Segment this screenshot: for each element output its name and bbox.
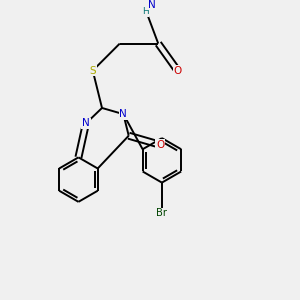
- Text: H: H: [142, 7, 148, 16]
- Text: N: N: [119, 109, 127, 119]
- Text: O: O: [156, 140, 164, 150]
- Text: N: N: [148, 0, 156, 10]
- Text: Br: Br: [156, 208, 167, 218]
- Text: S: S: [89, 66, 96, 76]
- Text: N: N: [82, 118, 90, 128]
- Text: O: O: [173, 66, 181, 76]
